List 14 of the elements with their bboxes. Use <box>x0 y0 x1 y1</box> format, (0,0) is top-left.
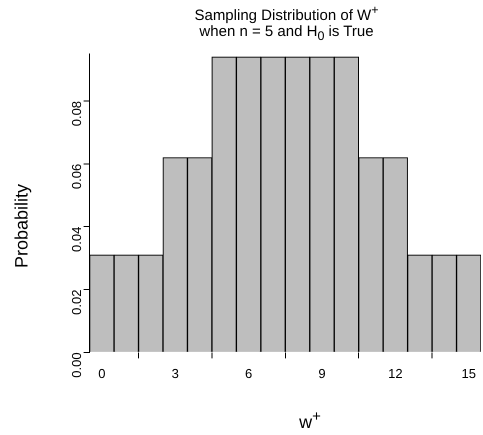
x-tick-label: 15 <box>462 366 476 381</box>
x-tick-label: 12 <box>388 366 403 381</box>
y-axis-title: Probability <box>12 184 32 268</box>
y-tick-label: 0.04 <box>69 226 84 252</box>
y-tick-label: 0.06 <box>69 164 84 190</box>
x-tick-label: 6 <box>244 366 252 381</box>
x-tick-label: 0 <box>98 366 106 381</box>
y-tick-label: 0.00 <box>69 352 84 378</box>
x-axis-title: w$^{+}$ <box>299 408 321 433</box>
x-tick-label: 3 <box>172 366 179 381</box>
chart-title: Sampling Distribution of W$^{+}$ when n = 5 and H$_{0}$ is True <box>194 3 379 43</box>
x-tick-label: 9 <box>318 366 326 381</box>
y-tick-label: 0.02 <box>69 290 84 315</box>
y-tick-label: 0.08 <box>69 100 84 126</box>
